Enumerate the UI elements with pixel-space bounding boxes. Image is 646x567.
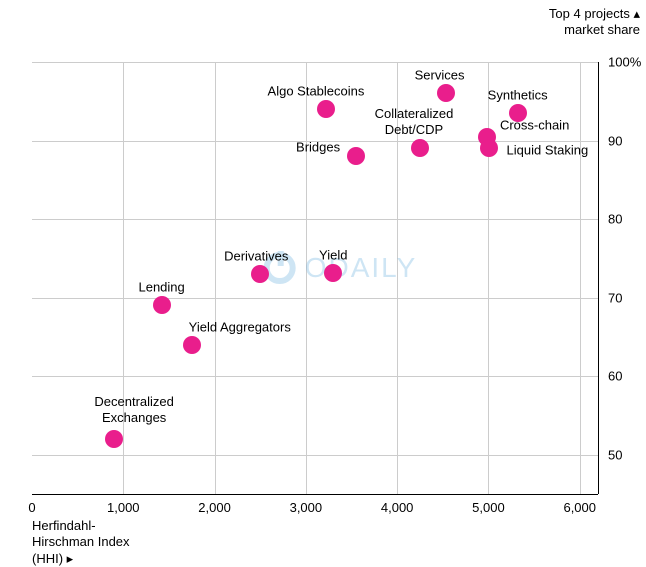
gridline-horizontal xyxy=(32,298,598,299)
x-tick-label: 3,000 xyxy=(290,500,323,515)
x-tick-label: 1,000 xyxy=(107,500,140,515)
data-point-label: Services xyxy=(415,68,465,84)
x-tick-label: 2,000 xyxy=(198,500,231,515)
data-point xyxy=(437,84,455,102)
y-tick-label: 70 xyxy=(608,290,622,305)
scatter-chart: 50 60 70 80 90 100% 0 1,000 2,000 3,000 4,000 5,000… xyxy=(0,0,646,562)
y-tick-label: 80 xyxy=(608,212,622,227)
x-axis-title: Herfindahl-Hirschman Index(HHI) ▸ xyxy=(32,518,130,567)
gridline-vertical xyxy=(306,62,307,494)
x-axis-line xyxy=(32,494,598,495)
gridline-vertical xyxy=(215,62,216,494)
data-point-label: Derivatives xyxy=(224,248,288,264)
gridline-horizontal xyxy=(32,219,598,220)
gridline-horizontal xyxy=(32,455,598,456)
y-tick-label: 60 xyxy=(608,369,622,384)
x-tick-label: 4,000 xyxy=(381,500,414,515)
data-point xyxy=(317,100,335,118)
data-point xyxy=(153,296,171,314)
data-point-label: Yield xyxy=(319,247,347,263)
y-tick-label: 90 xyxy=(608,133,622,148)
gridline-horizontal xyxy=(32,62,598,63)
gridline-vertical xyxy=(123,62,124,494)
data-point-label: Liquid Staking xyxy=(507,143,589,159)
data-point xyxy=(324,264,342,282)
x-tick-label: 5,000 xyxy=(472,500,505,515)
data-point-label: Synthetics xyxy=(488,87,548,103)
gridline-horizontal xyxy=(32,376,598,377)
data-point-label: CollateralizedDebt/CDP xyxy=(375,106,454,137)
data-point-label: Lending xyxy=(138,280,184,296)
data-point xyxy=(509,104,527,122)
y-tick-label: 100% xyxy=(608,55,641,70)
gridline-vertical xyxy=(488,62,489,494)
data-point-label: DecentralizedExchanges xyxy=(94,394,174,425)
data-point xyxy=(480,139,498,157)
data-point-label: Bridges xyxy=(296,140,340,156)
y-tick-label: 50 xyxy=(608,447,622,462)
y-axis-title: Top 4 projects ▴market share xyxy=(549,6,640,39)
data-point-label: Yield Aggregators xyxy=(189,319,291,335)
x-tick-label: 0 xyxy=(28,500,35,515)
data-point xyxy=(183,336,201,354)
data-point xyxy=(105,430,123,448)
data-point xyxy=(347,147,365,165)
data-point xyxy=(251,265,269,283)
x-tick-label: 6,000 xyxy=(563,500,596,515)
y-axis-line xyxy=(598,62,599,494)
gridline-vertical xyxy=(580,62,581,494)
data-point-label: Algo Stablecoins xyxy=(268,84,365,100)
data-point xyxy=(411,139,429,157)
